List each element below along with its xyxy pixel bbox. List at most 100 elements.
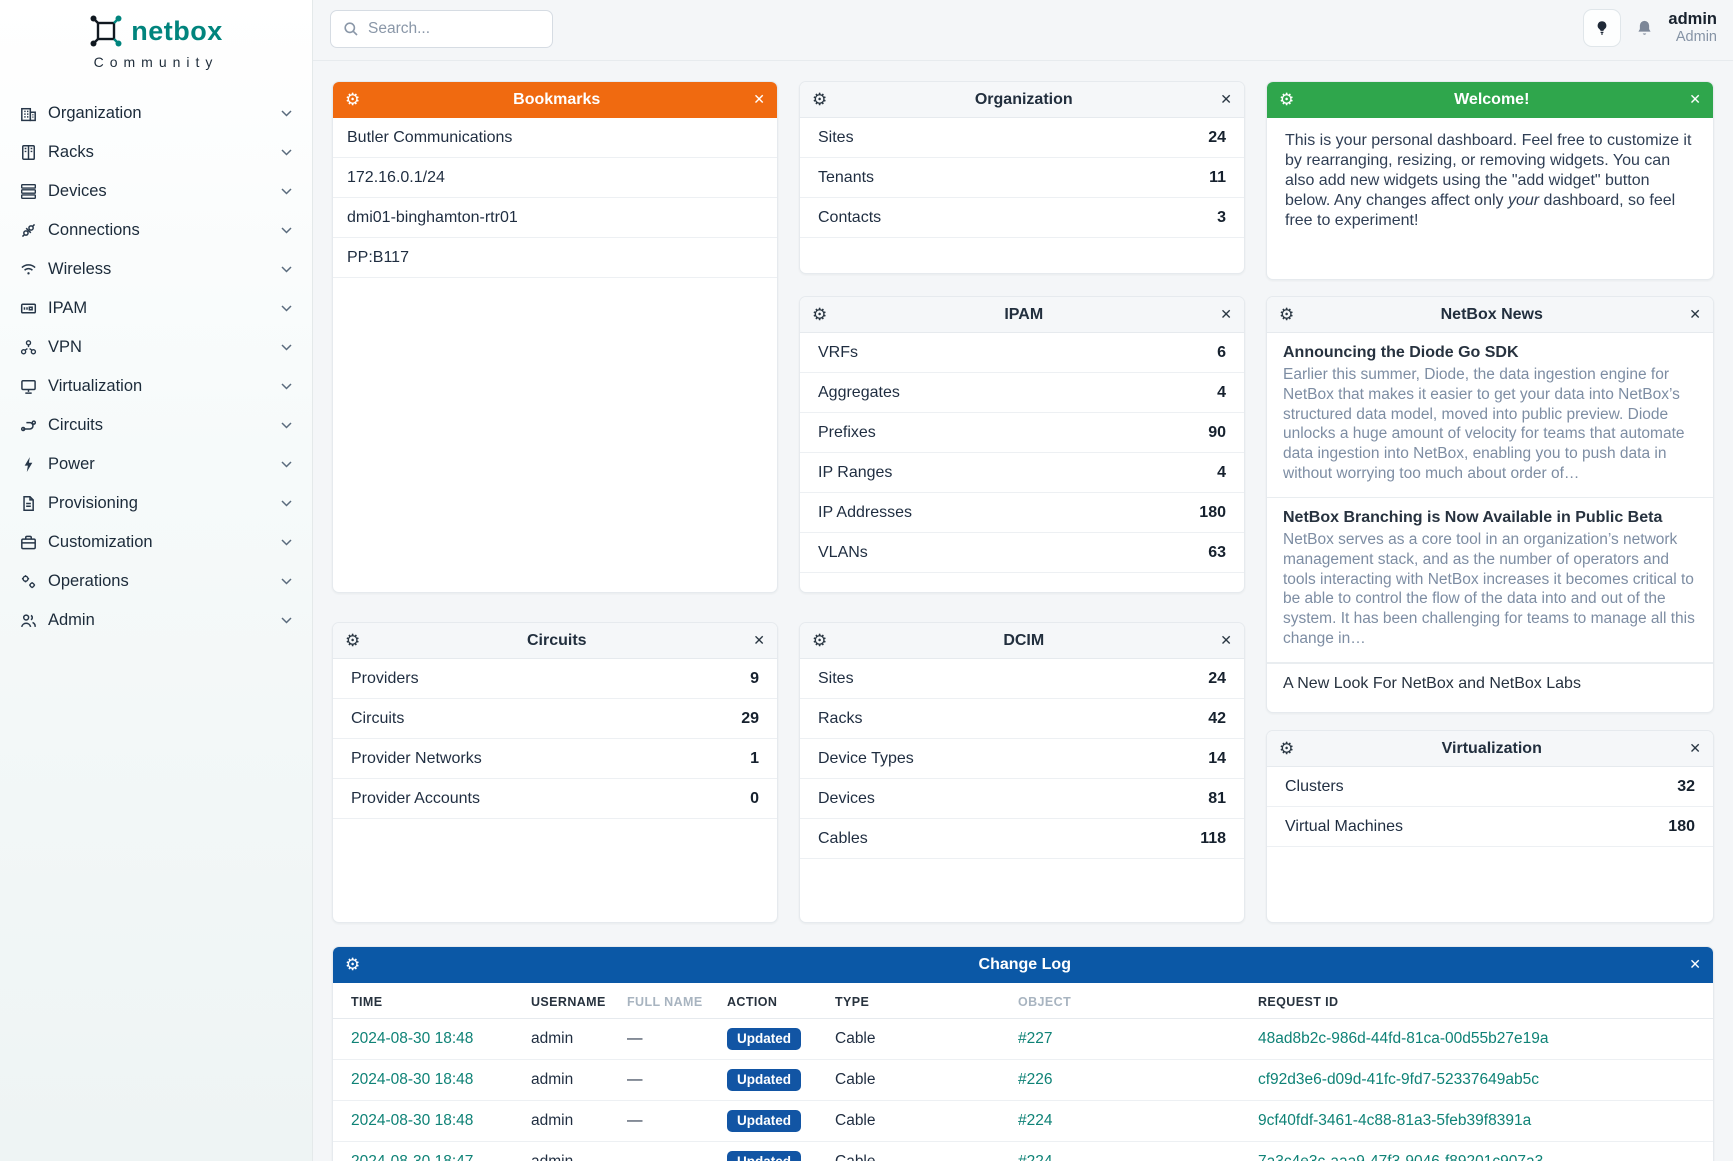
stat-row: VRFs 6 [800, 333, 1244, 373]
object-link[interactable]: #224 [1018, 1153, 1052, 1161]
user-name: admin [1668, 10, 1717, 29]
stat-row: Circuits 29 [333, 699, 777, 739]
change-time-link[interactable]: 2024-08-30 18:48 [351, 1030, 474, 1047]
sidebar-item-circuits[interactable]: Circuits [0, 406, 312, 445]
widget-dcim: ⚙ DCIM ✕ Sites 24 Racks 42 Device Types 14 … [799, 622, 1245, 923]
search-input[interactable] [368, 20, 518, 38]
topbar: admin Admin [313, 0, 1733, 61]
object-link[interactable]: #226 [1018, 1071, 1053, 1088]
chevron-down-icon [281, 539, 292, 546]
column-header-username: USERNAME [523, 983, 619, 1019]
widget-close-icon[interactable]: ✕ [1220, 91, 1232, 107]
widget-title: Bookmarks [513, 90, 601, 108]
widget-config-icon[interactable]: ⚙ [345, 90, 361, 109]
bookmark-item[interactable]: dmi01-binghamton-rtr01 [333, 198, 777, 238]
operations-icon [20, 573, 37, 590]
admin-icon [20, 612, 37, 629]
widget-close-icon[interactable]: ✕ [1220, 306, 1232, 322]
sidebar-nav: Organization Racks Devices Connections W [0, 94, 312, 640]
welcome-text: This is your personal dashboard. Feel fr… [1285, 132, 1692, 229]
object-link[interactable]: #224 [1018, 1112, 1053, 1129]
widget-title: DCIM [1003, 631, 1045, 649]
bookmark-item[interactable]: 172.16.0.1/24 [333, 158, 777, 198]
widget-config-icon[interactable]: ⚙ [812, 631, 828, 650]
sidebar-item-provisioning[interactable]: Provisioning [0, 484, 312, 523]
stat-row: VLANs 63 [800, 533, 1244, 573]
bookmark-item[interactable]: PP:B117 [333, 238, 777, 278]
widget-config-icon[interactable]: ⚙ [345, 631, 361, 650]
power-icon [20, 456, 37, 473]
sidebar-item-admin[interactable]: Admin [0, 601, 312, 640]
widget-close-icon[interactable]: ✕ [1689, 956, 1701, 972]
widget-config-icon[interactable]: ⚙ [812, 90, 828, 109]
change-time-link[interactable]: 2024-08-30 18:48 [351, 1112, 474, 1129]
sidebar-item-label: IPAM [48, 299, 88, 317]
sidebar-item-vpn[interactable]: VPN [0, 328, 312, 367]
object-link[interactable]: #227 [1018, 1030, 1053, 1047]
sidebar-item-label: Devices [48, 182, 107, 200]
virtualization-icon [20, 378, 37, 395]
chevron-down-icon [281, 149, 292, 156]
action-badge[interactable]: Updated [727, 1151, 801, 1161]
chevron-down-icon [281, 266, 292, 273]
customization-icon [20, 534, 37, 551]
news-headline[interactable]: A New Look For NetBox and NetBox Labs [1283, 674, 1581, 692]
widget-title: Welcome! [1454, 90, 1530, 108]
sidebar-item-label: Organization [48, 104, 142, 122]
change-time-link[interactable]: 2024-08-30 18:48 [351, 1071, 474, 1088]
widget-title: IPAM [1004, 305, 1044, 323]
brand-block[interactable]: netbox Community [0, 0, 312, 70]
widget-config-icon[interactable]: ⚙ [1279, 90, 1295, 109]
widget-close-icon[interactable]: ✕ [753, 91, 765, 107]
sidebar-item-devices[interactable]: Devices [0, 172, 312, 211]
widget-close-icon[interactable]: ✕ [1689, 740, 1701, 756]
search-box[interactable] [330, 10, 553, 48]
request-id-link[interactable]: 9cf40fdf-3461-4c88-81a3-5feb39f8391a [1258, 1112, 1532, 1129]
widget-title: Organization [974, 90, 1073, 108]
sidebar-item-label: Circuits [48, 416, 104, 434]
widget-close-icon[interactable]: ✕ [753, 632, 765, 648]
widget-close-icon[interactable]: ✕ [1689, 306, 1701, 322]
sidebar-item-racks[interactable]: Racks [0, 133, 312, 172]
action-badge[interactable]: Updated [727, 1110, 801, 1132]
sidebar-item-customization[interactable]: Customization [0, 523, 312, 562]
sidebar-item-power[interactable]: Power [0, 445, 312, 484]
widget-config-icon[interactable]: ⚙ [1279, 739, 1295, 758]
sidebar-item-wireless[interactable]: Wireless [0, 250, 312, 289]
widget-config-icon[interactable]: ⚙ [1279, 305, 1295, 324]
stat-row: Prefixes 90 [800, 413, 1244, 453]
widget-close-icon[interactable]: ✕ [1689, 91, 1701, 107]
news-headline[interactable]: Announcing the Diode Go SDK [1283, 344, 1519, 361]
user-menu[interactable]: admin Admin [1668, 10, 1717, 46]
news-item: Announcing the Diode Go SDK Earlier this… [1267, 333, 1713, 498]
sidebar-item-organization[interactable]: Organization [0, 94, 312, 133]
action-badge[interactable]: Updated [727, 1069, 801, 1091]
change-log-table: TIME USERNAME FULL NAME ACTION TYPE OBJE… [333, 983, 1713, 1161]
sidebar-item-connections[interactable]: Connections [0, 211, 312, 250]
notifications-button[interactable] [1635, 19, 1654, 38]
chevron-down-icon [281, 110, 292, 117]
news-headline[interactable]: NetBox Branching is Now Available in Pub… [1283, 508, 1663, 526]
stat-row: Cables 118 [800, 819, 1244, 859]
sidebar-item-virtualization[interactable]: Virtualization [0, 367, 312, 406]
stat-row: Sites 24 [800, 659, 1244, 699]
widget-config-icon[interactable]: ⚙ [345, 955, 361, 974]
widget-config-icon[interactable]: ⚙ [812, 305, 828, 324]
widget-close-icon[interactable]: ✕ [1220, 632, 1232, 648]
stat-row: Device Types 14 [800, 739, 1244, 779]
action-badge[interactable]: Updated [727, 1028, 801, 1050]
sidebar-item-label: Connections [48, 221, 140, 239]
widget-title: Virtualization [1441, 739, 1542, 757]
chevron-down-icon [281, 578, 292, 585]
bookmark-item[interactable]: Butler Communications [333, 118, 777, 158]
sidebar-item-ipam[interactable]: IPAM [0, 289, 312, 328]
theme-toggle-button[interactable] [1583, 9, 1622, 47]
request-id-link[interactable]: 48ad8b2c-986d-44fd-81ca-00d55b27e19a [1258, 1030, 1549, 1047]
change-time-link[interactable]: 2024-08-30 18:47 [351, 1153, 473, 1161]
netbox-logo-icon [89, 14, 123, 48]
circuits-icon [20, 417, 37, 434]
sidebar-item-operations[interactable]: Operations [0, 562, 312, 601]
request-id-link[interactable]: 7a3c4e3c-aaa9-47f3-9046-f89201c907a3 [1258, 1153, 1543, 1161]
request-id-link[interactable]: cf92d3e6-d09d-41fc-9fd7-52337649ab5c [1258, 1071, 1539, 1088]
chevron-down-icon [281, 500, 292, 507]
